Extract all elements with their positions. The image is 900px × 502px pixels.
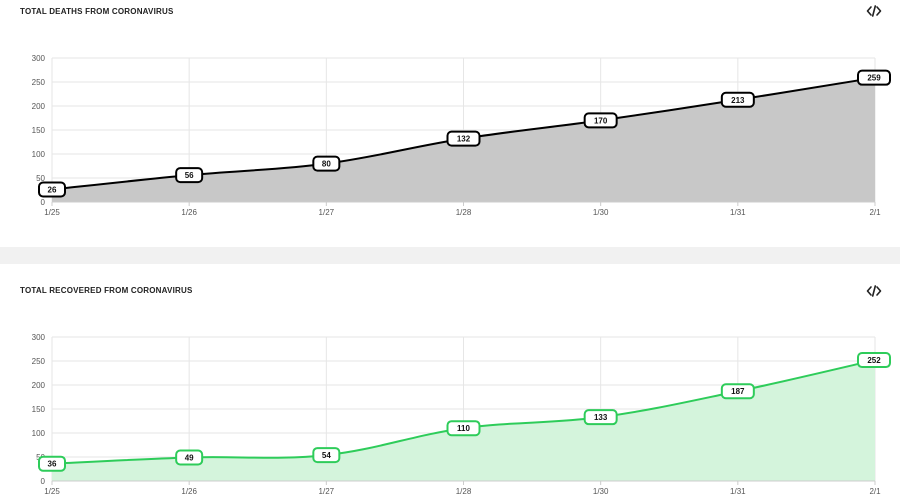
data-label-text: 26 — [48, 186, 57, 195]
data-label-text: 252 — [867, 356, 881, 365]
x-tick-label: 1/26 — [181, 487, 197, 496]
data-label-box — [312, 447, 341, 464]
data-label-text: 132 — [457, 135, 471, 144]
data-label: 170 — [583, 112, 618, 129]
x-tick-label: 1/25 — [44, 208, 60, 217]
data-label-box — [857, 69, 891, 86]
y-tick-label: 300 — [32, 333, 46, 342]
series-area-fill — [52, 360, 875, 481]
code-embed-icon[interactable] — [866, 283, 882, 299]
data-label-text: 36 — [48, 460, 57, 469]
y-tick-label: 100 — [32, 429, 46, 438]
recovered-chart-panel: TOTAL RECOVERED FROM CORONAVIRUS 0501001… — [0, 264, 900, 502]
data-label-text: 49 — [185, 453, 194, 462]
data-label-box — [446, 420, 481, 437]
data-label-text: 110 — [457, 424, 470, 433]
x-tick-label: 1/27 — [319, 487, 335, 496]
data-label: 36 — [38, 455, 66, 472]
data-label: 26 — [38, 181, 66, 198]
y-tick-label: 250 — [32, 78, 46, 87]
data-label: 133 — [583, 409, 618, 426]
code-embed-icon[interactable] — [866, 3, 882, 19]
deaths-area-chart: 0 50 100 150 200 250 300 1/25 1/26 1/27 1/28 1/30 1/… — [32, 54, 891, 217]
data-label: 56 — [175, 167, 204, 184]
data-label: 259 — [857, 69, 891, 86]
data-label: 80 — [312, 155, 341, 172]
data-label: 187 — [720, 383, 755, 400]
y-tick-label: 0 — [41, 477, 46, 486]
data-label-box — [720, 91, 755, 108]
data-label-text: 54 — [322, 451, 331, 460]
data-label-box — [175, 449, 204, 466]
data-label-text: 170 — [594, 116, 608, 125]
data-label-box — [720, 383, 755, 400]
y-tick-label: 250 — [32, 357, 46, 366]
y-tick-label: 200 — [32, 102, 46, 111]
data-label-box — [38, 181, 66, 198]
y-tick-label: 150 — [32, 126, 46, 135]
y-tick-label: 0 — [41, 198, 46, 207]
y-tick-label: 300 — [32, 54, 46, 63]
data-label: 252 — [857, 352, 891, 369]
data-label-box — [583, 409, 618, 426]
y-tick-label: 150 — [32, 405, 46, 414]
x-tick-label: 1/28 — [456, 487, 472, 496]
data-label-text: 56 — [185, 171, 194, 180]
x-tick-label: 1/28 — [456, 208, 472, 217]
x-tick-label: 2/1 — [869, 487, 881, 496]
y-tick-label: 50 — [36, 174, 45, 183]
data-label-box — [38, 455, 66, 472]
data-label: 213 — [720, 91, 755, 108]
x-tick-label: 1/25 — [44, 487, 60, 496]
x-tick-label: 1/30 — [593, 487, 609, 496]
y-tick-label: 200 — [32, 381, 46, 390]
data-label: 54 — [312, 447, 341, 464]
data-label-box — [857, 352, 891, 369]
data-label-box — [446, 130, 481, 147]
data-label-box — [312, 155, 341, 172]
x-tick-label: 1/26 — [181, 208, 197, 217]
recovered-chart-title: TOTAL RECOVERED FROM CORONAVIRUS — [20, 286, 193, 295]
deaths-chart-title: TOTAL DEATHS FROM CORONAVIRUS — [20, 7, 174, 16]
data-label: 110 — [446, 420, 481, 437]
data-label-text: 213 — [731, 96, 745, 105]
y-tick-label: 100 — [32, 150, 46, 159]
x-tick-label: 1/27 — [319, 208, 335, 217]
recovered-area-chart: 0501001502002503001/251/261/271/281/301/… — [32, 333, 891, 496]
x-tick-label: 1/31 — [730, 208, 746, 217]
deaths-chart-panel: TOTAL DEATHS FROM CORONAVIRUS 0 50 100 150 2… — [0, 0, 900, 247]
data-label-text: 187 — [731, 387, 745, 396]
data-label-text: 259 — [867, 74, 881, 83]
x-tick-label: 2/1 — [869, 208, 881, 217]
data-label-box — [175, 167, 204, 184]
x-tick-label: 1/30 — [593, 208, 609, 217]
data-label: 132 — [446, 130, 481, 147]
data-label-text: 80 — [322, 160, 331, 169]
data-label-box — [583, 112, 618, 129]
data-label-text: 133 — [594, 413, 608, 422]
x-tick-label: 1/31 — [730, 487, 746, 496]
data-label: 49 — [175, 449, 204, 466]
